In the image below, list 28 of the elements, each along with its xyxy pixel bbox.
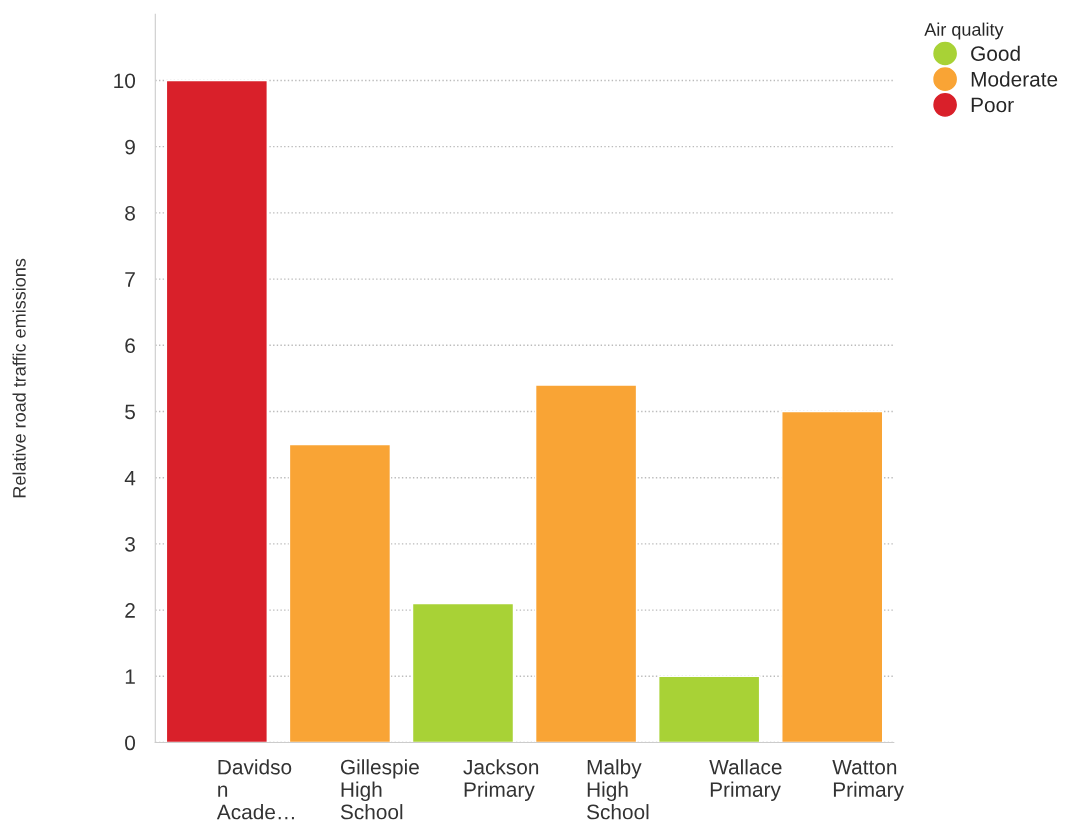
y-tick-label: 8 xyxy=(125,205,135,221)
legend-label: Good xyxy=(971,45,1020,61)
bar xyxy=(411,602,515,743)
bar xyxy=(658,675,761,743)
y-tick-label: 0 xyxy=(125,735,136,751)
x-tick-label: Davidso n Acade… xyxy=(216,759,294,820)
y-tick-label: 5 xyxy=(125,404,135,420)
x-tick-label: Jackson Primary xyxy=(463,759,539,802)
y-tick-label: 6 xyxy=(125,338,135,354)
legend-label: Moderate xyxy=(971,71,1058,87)
y-axis-title: Relative road traffic emissions xyxy=(12,258,26,498)
y-tick-label: 9 xyxy=(125,139,135,155)
y-tick-label: 3 xyxy=(125,536,135,552)
x-tick-label: Malby High School xyxy=(587,759,649,820)
y-tick-label: 10 xyxy=(114,73,136,89)
legend-title: Air quality xyxy=(924,22,1004,40)
bar xyxy=(288,443,392,743)
x-tick-label: Wallace Primary xyxy=(709,759,782,802)
y-tick-label: 4 xyxy=(124,470,136,486)
x-tick-label: Watton Primary xyxy=(832,759,904,802)
bar xyxy=(534,384,638,743)
y-tick-label: 7 xyxy=(125,272,135,287)
x-tick-label: Gillespie High School xyxy=(340,759,419,820)
bar xyxy=(165,79,268,743)
y-tick-label: 2 xyxy=(125,603,135,618)
legend-label: Poor xyxy=(971,97,1014,113)
y-tick-label: 1 xyxy=(125,669,135,684)
bar xyxy=(781,410,884,743)
